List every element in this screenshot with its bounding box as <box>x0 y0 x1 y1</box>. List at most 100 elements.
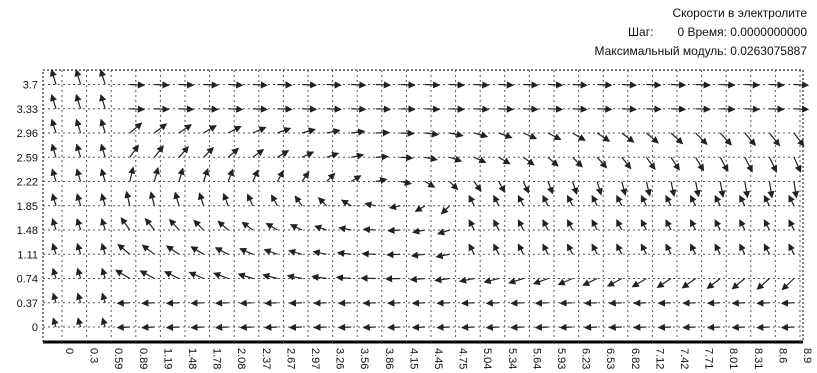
velocity-arrow <box>739 219 746 231</box>
velocity-arrow <box>483 277 499 285</box>
velocity-arrow <box>424 154 438 162</box>
velocity-arrow <box>707 299 721 307</box>
velocity-arrow <box>265 222 278 231</box>
velocity-arrow <box>731 278 746 290</box>
velocity-arrow <box>311 273 327 281</box>
velocity-arrow <box>50 217 58 231</box>
x-tick-label: 5.34 <box>506 348 518 369</box>
velocity-arrow <box>434 276 450 284</box>
velocity-arrow <box>763 243 771 255</box>
velocity-arrow <box>227 126 242 134</box>
velocity-arrow <box>670 105 687 113</box>
velocity-arrow <box>744 132 756 147</box>
velocity-arrow <box>388 203 401 211</box>
velocity-arrow <box>731 323 745 331</box>
velocity-arrow <box>277 105 293 113</box>
velocity-arrow <box>780 299 795 307</box>
velocity-arrow <box>542 194 549 207</box>
velocity-arrow <box>100 242 108 255</box>
velocity-arrow <box>449 155 463 163</box>
velocity-arrow <box>128 166 136 182</box>
velocity-arrow <box>100 292 108 303</box>
y-tick-label: 1.11 <box>17 249 38 261</box>
step-label: Шаг: <box>628 25 654 39</box>
velocity-arrow <box>485 299 499 307</box>
velocity-arrow <box>178 146 189 158</box>
velocity-arrow <box>780 323 795 331</box>
velocity-arrow <box>314 224 327 232</box>
velocity-arrow <box>557 277 573 286</box>
velocity-arrow <box>646 105 662 113</box>
velocity-arrow <box>75 168 83 182</box>
x-tick-label: 6.23 <box>580 348 592 369</box>
velocity-arrow <box>595 181 603 196</box>
velocity-arrow <box>572 81 588 89</box>
velocity-arrow <box>400 154 414 162</box>
velocity-arrow <box>473 156 487 164</box>
velocity-arrow <box>665 194 672 207</box>
velocity-arrow <box>50 168 58 182</box>
velocity-arrow <box>51 242 59 255</box>
velocity-arrow <box>473 181 482 192</box>
velocity-arrow <box>129 105 145 113</box>
velocity-arrow <box>166 245 180 255</box>
velocity-arrow <box>474 105 490 113</box>
velocity-arrow <box>597 81 613 89</box>
velocity-arrow <box>788 243 795 255</box>
velocity-arrow <box>375 177 388 185</box>
velocity-arrow <box>621 156 632 170</box>
max-modulus-line: Максимальный модуль: 0.0263075887 <box>595 44 807 58</box>
velocity-arrow <box>74 118 82 134</box>
chart-title: Скорости в электролите <box>672 6 807 20</box>
velocity-arrow <box>468 243 476 255</box>
velocity-arrow <box>656 277 672 288</box>
velocity-arrow <box>695 81 711 89</box>
velocity-arrow <box>411 299 426 307</box>
velocity-arrow <box>375 105 391 113</box>
velocity-arrow <box>640 243 648 255</box>
x-tick-label: 2.08 <box>235 348 247 369</box>
x-tick-label: 6.82 <box>629 348 641 369</box>
velocity-arrow <box>277 150 290 158</box>
velocity-arrow <box>338 323 352 331</box>
velocity-arrow <box>621 81 637 89</box>
velocity-arrow <box>362 323 376 331</box>
velocity-arrow <box>361 250 376 258</box>
velocity-arrow <box>263 248 278 256</box>
velocity-arrow <box>547 156 559 167</box>
velocity-arrow <box>51 292 59 303</box>
velocity-arrow <box>173 191 181 206</box>
velocity-arrow <box>141 299 155 307</box>
velocity-arrow <box>414 205 426 212</box>
velocity-arrow <box>523 132 538 140</box>
velocity-arrow <box>99 143 107 158</box>
y-tick-label: 0.74 <box>17 274 38 286</box>
velocity-arrow <box>239 299 253 307</box>
velocity-arrow <box>239 323 253 331</box>
x-tick-label: 0.89 <box>137 348 149 369</box>
velocity-arrow <box>665 219 672 231</box>
velocity-arrow <box>178 105 195 113</box>
velocity-arrow <box>271 194 278 207</box>
velocity-arrow <box>340 199 352 207</box>
velocity-arrow <box>375 81 391 89</box>
velocity-arrow <box>203 146 214 158</box>
velocity-arrow <box>75 143 82 158</box>
velocity-arrow <box>188 271 204 280</box>
velocity-arrow <box>690 194 697 207</box>
velocity-arrow <box>153 145 164 158</box>
y-tick-label: 3.7 <box>23 80 38 92</box>
velocity-arrow <box>51 267 59 279</box>
velocity-arrow <box>246 193 254 207</box>
velocity-arrow <box>769 105 785 113</box>
velocity-arrow <box>768 157 778 173</box>
velocity-arrow <box>49 69 57 85</box>
velocity-arrow <box>154 81 170 89</box>
velocity-arrow <box>768 132 781 147</box>
velocity-arrow <box>50 193 58 206</box>
velocity-arrow <box>252 105 268 113</box>
velocity-arrow <box>584 299 598 307</box>
velocity-arrow <box>129 144 139 158</box>
velocity-arrow <box>633 323 647 331</box>
velocity-arrow <box>364 201 376 209</box>
